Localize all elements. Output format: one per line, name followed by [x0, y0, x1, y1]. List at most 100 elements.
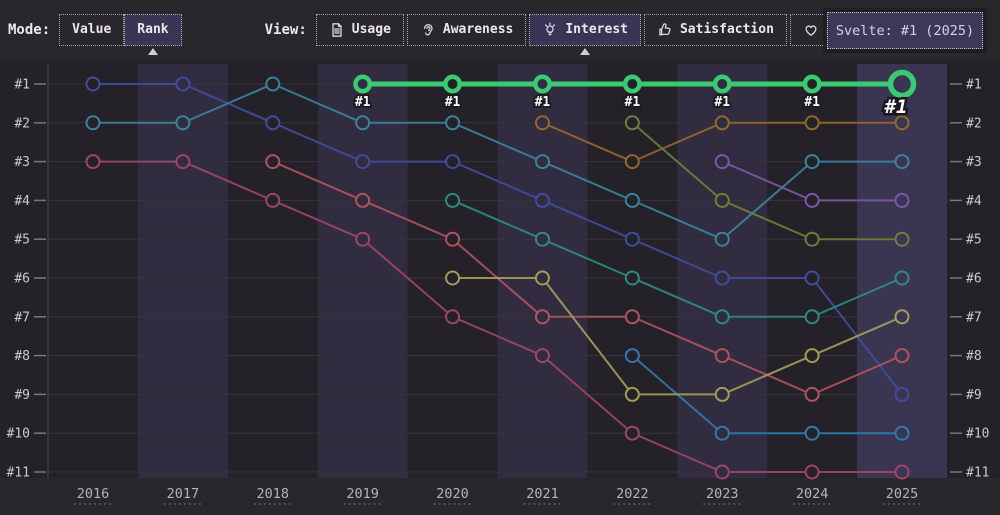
series-maroon-point[interactable]	[175, 154, 191, 170]
series-brown-point[interactable]	[624, 154, 640, 170]
series-teal-point[interactable]	[265, 76, 281, 92]
series-darkteal-point[interactable]	[804, 309, 820, 325]
series-rose-point[interactable]	[714, 348, 730, 364]
series-svelte-point[interactable]	[802, 74, 822, 94]
series-maroon-point[interactable]	[534, 348, 550, 364]
year-label[interactable]: 2019	[346, 486, 379, 502]
mode-button-value[interactable]: Value	[59, 14, 125, 46]
rank-label-right: #2	[966, 116, 982, 131]
series-svelte-point[interactable]	[443, 74, 463, 94]
year-label[interactable]: 2024	[796, 486, 829, 502]
series-rose-point[interactable]	[894, 348, 910, 364]
year-label[interactable]: 2017	[167, 486, 200, 502]
view-button-awareness[interactable]: Awareness	[406, 14, 527, 46]
series-maroon-point[interactable]	[265, 192, 281, 208]
caret-up-icon	[580, 48, 591, 55]
series-teal-point[interactable]	[445, 115, 461, 131]
series-blue-point[interactable]	[714, 425, 730, 441]
mode-button-rank[interactable]: Rank	[124, 14, 182, 55]
series-indigo-point[interactable]	[265, 115, 281, 131]
year-label[interactable]: 2022	[616, 486, 649, 502]
year-label[interactable]: 2016	[77, 486, 110, 502]
series-blue-point[interactable]	[624, 348, 640, 364]
series-svelte-point[interactable]	[533, 74, 552, 94]
series-maroon-point[interactable]	[714, 464, 730, 480]
series-teal-point[interactable]	[804, 154, 820, 170]
series-darkteal-point[interactable]	[714, 309, 730, 325]
series-rose-point[interactable]	[445, 231, 461, 247]
year-label[interactable]: 2021	[526, 486, 559, 502]
lightbulb-icon	[542, 22, 558, 38]
series-maroon-point[interactable]	[894, 464, 910, 480]
series-darkteal-point[interactable]	[624, 270, 640, 286]
series-darkgreen-point[interactable]	[894, 231, 910, 247]
series-teal-point[interactable]	[355, 115, 371, 131]
series-indigo-point[interactable]	[355, 154, 371, 170]
year-label[interactable]: 2018	[257, 486, 290, 502]
series-indigo-point[interactable]	[85, 76, 101, 92]
series-brown-point[interactable]	[804, 115, 820, 131]
series-maroon-point[interactable]	[85, 154, 101, 170]
series-darkgreen-point[interactable]	[714, 192, 730, 208]
series-teal-point[interactable]	[534, 154, 550, 170]
year-label[interactable]: 2025	[886, 486, 919, 502]
series-purple-point[interactable]	[894, 192, 910, 208]
series-rose-point[interactable]	[265, 154, 281, 170]
series-svelte-point[interactable]	[353, 74, 373, 94]
rank-point-label: #1	[445, 95, 461, 110]
series-darkgreen-point[interactable]	[624, 115, 640, 131]
series-rose-point[interactable]	[355, 192, 371, 208]
series-maroon-point[interactable]	[445, 309, 461, 325]
view-button-usage[interactable]: Usage	[315, 14, 404, 46]
series-indigo-point[interactable]	[445, 154, 461, 170]
series-olive-point[interactable]	[534, 270, 550, 286]
series-darkgreen-point[interactable]	[804, 231, 820, 247]
rank-point-label: #1	[884, 96, 908, 118]
series-olive-point[interactable]	[894, 309, 910, 325]
series-rose-point[interactable]	[534, 309, 550, 325]
series-olive-point[interactable]	[714, 386, 730, 402]
series-teal-point[interactable]	[175, 115, 191, 131]
view-button-interest[interactable]: Interest	[529, 14, 641, 55]
series-brown-point[interactable]	[894, 115, 910, 131]
series-darkteal-point[interactable]	[445, 192, 461, 208]
series-indigo-point[interactable]	[714, 270, 730, 286]
series-darkteal-point[interactable]	[894, 270, 910, 286]
series-purple-point[interactable]	[804, 192, 820, 208]
series-olive-point[interactable]	[804, 348, 820, 364]
series-svelte-point[interactable]	[887, 69, 917, 99]
series-darkteal-point[interactable]	[534, 231, 550, 247]
view-button-satisfaction[interactable]: Satisfaction	[643, 14, 787, 46]
year-label[interactable]: 2023	[706, 486, 739, 502]
series-rose-point[interactable]	[624, 309, 640, 325]
series-teal-point[interactable]	[624, 192, 640, 208]
series-olive-point[interactable]	[624, 386, 640, 402]
thumbs-up-icon	[657, 22, 673, 38]
series-purple-point[interactable]	[714, 154, 730, 170]
year-label[interactable]: 2020	[436, 486, 469, 502]
series-indigo-point[interactable]	[175, 76, 191, 92]
series-brown-point[interactable]	[714, 115, 730, 131]
series-brown-point[interactable]	[534, 115, 550, 131]
series-darkteal-line	[451, 199, 904, 318]
series-maroon-point[interactable]	[804, 464, 820, 480]
series-teal-point[interactable]	[894, 154, 910, 170]
series-indigo-point[interactable]	[804, 270, 820, 286]
series-rose-line	[271, 160, 904, 396]
series-svelte-point[interactable]	[712, 74, 732, 94]
series-maroon-point[interactable]	[624, 425, 640, 441]
series-rose-point[interactable]	[804, 386, 820, 402]
series-blue-point[interactable]	[804, 425, 820, 441]
series-indigo-point[interactable]	[534, 192, 550, 208]
series-indigo-point[interactable]	[624, 231, 640, 247]
rank-point-label: #1	[535, 95, 551, 110]
series-olive-point[interactable]	[445, 270, 461, 286]
rank-point-label: #1	[355, 95, 371, 110]
series-blue-point[interactable]	[894, 425, 910, 441]
series-maroon-point[interactable]	[355, 231, 371, 247]
series-indigo-point[interactable]	[894, 386, 910, 402]
series-svelte-point[interactable]	[622, 74, 642, 94]
series-teal-point[interactable]	[85, 115, 101, 131]
rank-point-label: #1	[625, 95, 641, 110]
series-teal-point[interactable]	[714, 231, 730, 247]
